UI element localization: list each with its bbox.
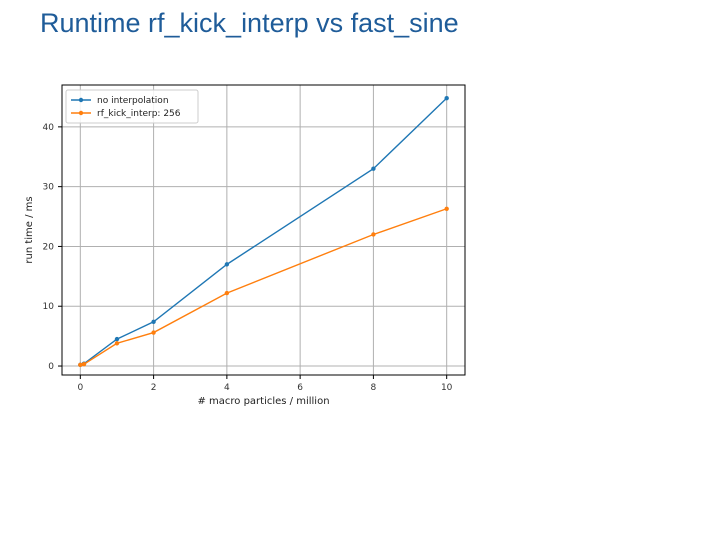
plot-frame <box>61 84 466 376</box>
data-point <box>81 362 87 367</box>
data-point <box>371 166 376 171</box>
legend: no interpolation rf_kick_interp: 256 <box>65 89 199 124</box>
data-point <box>371 232 376 237</box>
data-point <box>151 319 156 324</box>
legend-marker <box>78 97 84 103</box>
data-point <box>444 206 449 211</box>
y-tick-label: 0 <box>48 362 54 372</box>
legend-label: rf_kick_interp: 256 <box>97 109 181 119</box>
grid-lines <box>62 85 465 375</box>
tick-labels: 0 2 4 6 8 10 0 10 20 30 40 <box>43 123 453 393</box>
y-tick-label: 20 <box>43 242 55 252</box>
data-point <box>78 362 83 368</box>
data-series <box>78 95 449 368</box>
y-tick-label: 10 <box>43 302 55 312</box>
data-point <box>224 262 230 267</box>
legend-marker <box>78 110 84 116</box>
y-tick-label: 30 <box>43 183 55 193</box>
data-point <box>114 341 120 346</box>
series-2 <box>78 206 449 368</box>
x-tick-label: 0 <box>77 383 83 393</box>
legend-box <box>65 89 199 124</box>
data-point <box>224 290 230 296</box>
y-axis-label: run time / ms <box>24 196 35 263</box>
x-tick-label: 4 <box>224 383 230 393</box>
data-point <box>114 336 120 342</box>
x-tick-label: 8 <box>371 383 377 393</box>
x-axis-label: # macro particles / million <box>197 396 329 407</box>
slide-title: Runtime rf_kick_interp vs fast_sine <box>40 8 459 38</box>
x-tick-label: 6 <box>297 383 303 393</box>
series-1 <box>78 95 449 368</box>
data-point <box>444 95 449 101</box>
series-line <box>80 208 447 366</box>
y-tick-label: 40 <box>43 123 55 133</box>
x-tick-label: 10 <box>441 383 453 393</box>
data-point <box>151 330 156 335</box>
series-line <box>80 97 448 366</box>
x-tick-label: 2 <box>151 383 157 393</box>
legend-label: no interpolation <box>97 96 169 106</box>
